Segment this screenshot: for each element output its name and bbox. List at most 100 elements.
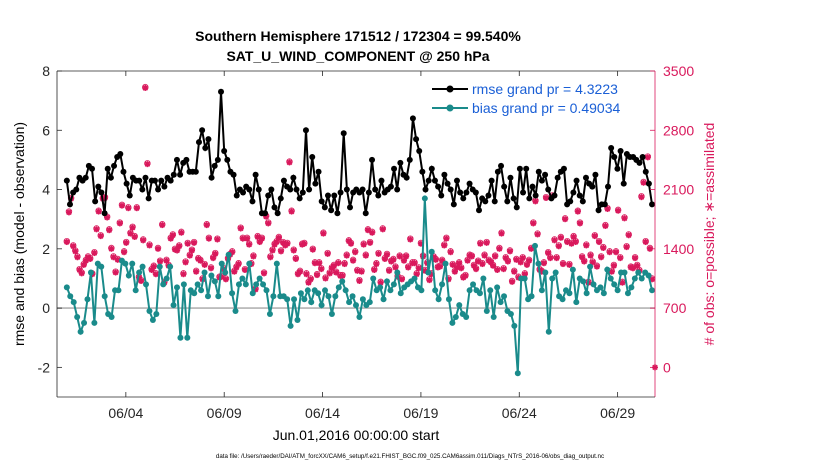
bias-point — [611, 281, 618, 288]
obs-assimilated-point — [110, 254, 117, 261]
y-axis-left-label: rmse and bias (model - observation) — [11, 122, 27, 346]
obs-assimilated-point — [534, 231, 541, 238]
bias-point — [318, 302, 325, 309]
legend-rmse-label: rmse grand pr = 4.3223 — [472, 81, 618, 97]
rmse-point — [551, 192, 558, 199]
bias-point — [442, 260, 449, 267]
obs-assimilated-point — [610, 262, 617, 269]
rmse-point — [476, 207, 483, 214]
rmse-point — [167, 177, 174, 184]
rmse-point — [545, 186, 552, 193]
rmse-point — [287, 186, 294, 193]
rmse-point — [605, 183, 612, 190]
rmse-point — [233, 192, 240, 199]
obs-assimilated-point — [324, 250, 331, 257]
rmse-point — [608, 145, 615, 152]
obs-assimilated-point — [386, 267, 393, 274]
rmse-point — [453, 177, 460, 184]
x-tick-label: 06/24 — [502, 405, 537, 421]
bias-point — [559, 296, 566, 303]
legend-bias-label: bias grand pr = 0.49034 — [472, 100, 620, 116]
rmse-point — [482, 198, 489, 205]
obs-assimilated-point — [335, 260, 342, 267]
obs-assimilated-point — [638, 194, 645, 201]
rmse-point — [601, 201, 608, 208]
obs-assimilated-point — [63, 239, 70, 246]
bias-point — [428, 248, 435, 255]
bias-point — [397, 290, 404, 297]
obs-assimilated-point — [566, 261, 573, 268]
rmse-point — [570, 189, 577, 196]
bias-point — [287, 322, 294, 329]
rmse-point — [567, 198, 574, 205]
obs-assimilated-point — [403, 253, 410, 260]
bias-point — [242, 281, 249, 288]
obs-assimilated-point — [314, 272, 321, 279]
obs-assimilated-point — [375, 250, 382, 257]
obs-assimilated-point — [405, 264, 412, 271]
obs-assimilated-point — [125, 205, 132, 212]
obs-assimilated-point — [602, 222, 609, 229]
obs-assimilated-point — [458, 265, 465, 272]
bias-point — [566, 290, 573, 297]
y-left-tick-label: 4 — [42, 182, 50, 198]
bias-point — [225, 251, 232, 258]
obs-assimilated-point — [598, 254, 605, 261]
rmse-point — [142, 174, 149, 181]
rmse-point — [589, 183, 596, 190]
rmse-point — [592, 171, 599, 178]
rmse-point — [173, 156, 180, 163]
obs-assimilated-point — [398, 276, 405, 283]
obs-assimilated-point — [184, 240, 191, 247]
rmse-point — [315, 168, 322, 175]
obs-assimilated-point — [311, 260, 318, 267]
obs-assimilated-point — [74, 254, 81, 261]
obs-assimilated-point — [407, 236, 414, 243]
bias-point — [411, 275, 418, 282]
obs-assimilated-point — [307, 276, 314, 283]
obs-assimilated-point — [443, 235, 450, 242]
obs-assimilated-point — [87, 255, 94, 262]
bias-point — [545, 328, 552, 335]
bias-point — [235, 281, 242, 288]
rmse-point — [460, 195, 467, 202]
bias-point — [91, 319, 98, 326]
rmse-point — [576, 192, 583, 199]
rmse-point — [343, 186, 350, 193]
bias-point — [490, 313, 497, 320]
obs-assimilated-point — [347, 240, 354, 247]
rmse-point — [340, 130, 347, 137]
rmse-point — [457, 189, 464, 196]
rmse-point — [450, 201, 457, 208]
obs-assimilated-point — [303, 271, 310, 278]
rmse-point — [535, 168, 542, 175]
rmse-point — [369, 156, 376, 163]
obs-assimilated-point — [492, 253, 499, 260]
bias-point — [452, 313, 459, 320]
bias-point — [256, 275, 263, 282]
rmse-point — [438, 192, 445, 199]
obs-assimilated-point — [468, 253, 475, 260]
bias-point — [614, 287, 621, 294]
obs-assimilated-point — [581, 258, 588, 265]
obs-assimilated-point — [250, 253, 257, 260]
obs-assimilated-point — [205, 235, 212, 242]
obs-assimilated-point — [576, 220, 583, 227]
rmse-point — [126, 192, 133, 199]
bias-point — [211, 278, 218, 285]
obs-assimilated-point — [367, 239, 374, 246]
rmse-point — [324, 192, 331, 199]
rmse-point — [359, 186, 366, 193]
obs-assimilated-point — [123, 239, 130, 246]
bias-point — [194, 281, 201, 288]
bias-point — [167, 263, 174, 270]
obs-assimilated-point — [642, 239, 649, 246]
obs-assimilated-point — [396, 253, 403, 260]
rmse-point — [639, 153, 646, 160]
obs-assimilated-point — [138, 277, 145, 284]
obs-assimilated-point — [269, 247, 276, 254]
rmse-point — [92, 198, 99, 205]
rmse-point — [579, 198, 586, 205]
bias-point — [380, 296, 387, 303]
rmse-point — [63, 177, 70, 184]
